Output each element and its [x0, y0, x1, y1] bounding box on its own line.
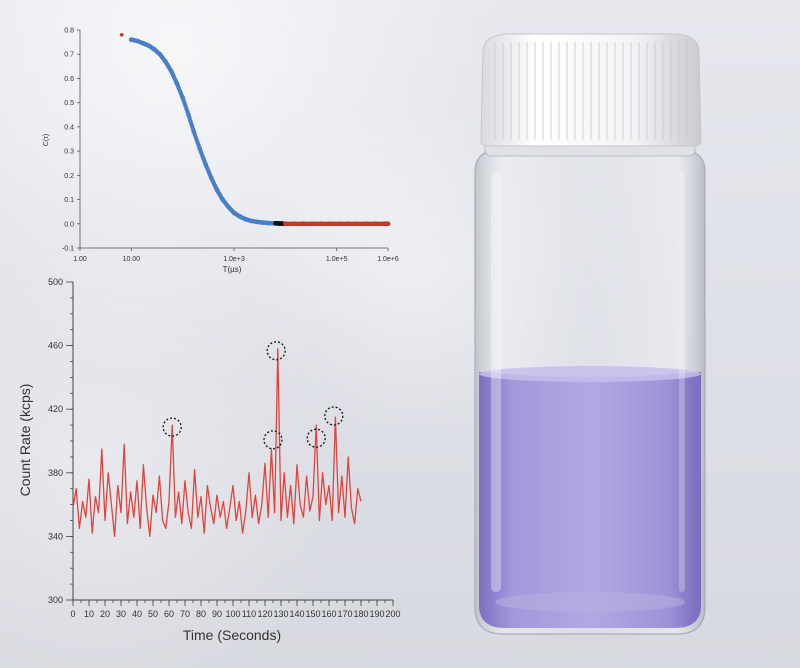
x-tick-label: 10.00: [123, 256, 141, 263]
x-tick-label: 1.0e+6: [377, 256, 399, 263]
count-rate-y-axis-label: Count Rate (kcps): [17, 384, 33, 497]
correlation-x-axis-label: T(µs): [223, 265, 242, 274]
y-tick-label: 0.6: [64, 76, 74, 83]
correlation-points: [119, 33, 391, 227]
count-rate-ticks: 300 340 380 420 460 500 0 10 20 30 40 50 60 70 80 90 100…: [48, 277, 401, 619]
y-tick-label: 500: [48, 277, 63, 287]
y-tick-label: 0.0: [64, 221, 74, 228]
y-tick-label: 0.2: [64, 173, 74, 180]
peak-circle: [324, 406, 344, 426]
y-tick-label: 0.3: [64, 149, 74, 156]
x-tick-label: 80: [196, 609, 206, 619]
data-point: [119, 33, 124, 37]
x-tick-label: 90: [212, 609, 222, 619]
x-tick-label: 140: [289, 609, 304, 619]
x-tick-label: 200: [385, 609, 400, 619]
x-tick-label: 170: [337, 609, 352, 619]
y-tick-label: 0.4: [64, 124, 74, 131]
y-tick-label: 340: [48, 531, 63, 541]
peak-annotations: [162, 341, 344, 450]
x-tick-label: 100: [225, 609, 240, 619]
x-tick-label: 190: [369, 609, 384, 619]
data-point: [385, 221, 391, 227]
cap-ridges: [494, 42, 688, 140]
x-tick-label: 120: [257, 609, 272, 619]
peak-circle: [263, 430, 283, 450]
x-tick-label: 110: [242, 609, 256, 619]
sample-vial-photo: [474, 33, 706, 635]
y-tick-label: 0.8: [64, 28, 74, 35]
x-tick-label: 70: [180, 609, 190, 619]
count-rate-line: [72, 348, 362, 538]
x-tick-label: 1.0e+3: [223, 256, 245, 263]
y-tick-label: 300: [48, 595, 63, 605]
peak-circle: [266, 341, 286, 361]
x-tick-label: 10: [84, 609, 94, 619]
count-rate-series-line: [72, 348, 362, 538]
x-tick-label: 130: [273, 609, 288, 619]
peak-circle: [162, 417, 182, 437]
y-tick-label: -0.1: [62, 246, 74, 253]
glass-highlight-right: [679, 172, 685, 592]
x-tick-label: 150: [305, 609, 320, 619]
count-rate-chart: 300 340 380 420 460 500 0 10 20 30 40 50 60 70 80 90 100…: [17, 277, 401, 643]
glass-highlight: [491, 172, 501, 592]
x-tick-label: 180: [353, 609, 368, 619]
y-tick-label: 380: [48, 468, 63, 478]
x-tick-label: 1.00: [73, 256, 87, 263]
correlation-ticks: -0.1 0.0 0.1 0.2 0.3 0.4 0.5 0.6 0.7 0.8 1.00 10.00…: [62, 28, 399, 264]
y-tick-label: 460: [48, 341, 63, 351]
y-tick-label: 0.1: [64, 197, 74, 204]
vial-liquid: [479, 366, 701, 628]
correlation-y-axis-label: C(τ): [43, 134, 50, 146]
x-tick-label: 50: [148, 609, 158, 619]
x-tick-label: 30: [116, 609, 126, 619]
x-tick-label: 20: [100, 609, 110, 619]
vial-cap: [480, 33, 702, 147]
y-tick-label: 0.7: [64, 52, 74, 59]
correlation-chart: -0.1 0.0 0.1 0.2 0.3 0.4 0.5 0.6 0.7 0.8 1.00 10.00…: [43, 28, 399, 275]
y-tick-label: 0.5: [64, 100, 74, 107]
x-tick-label: 40: [132, 609, 142, 619]
peak-circle: [306, 428, 326, 448]
x-tick-label: 0: [70, 609, 75, 619]
x-tick-label: 60: [164, 609, 174, 619]
count-rate-axes: [72, 282, 393, 601]
count-rate-x-axis-label: Time (Seconds): [183, 627, 281, 643]
y-tick-label: 420: [48, 404, 63, 414]
x-tick-label: 1.0e+5: [326, 256, 348, 263]
x-tick-label: 160: [321, 609, 336, 619]
